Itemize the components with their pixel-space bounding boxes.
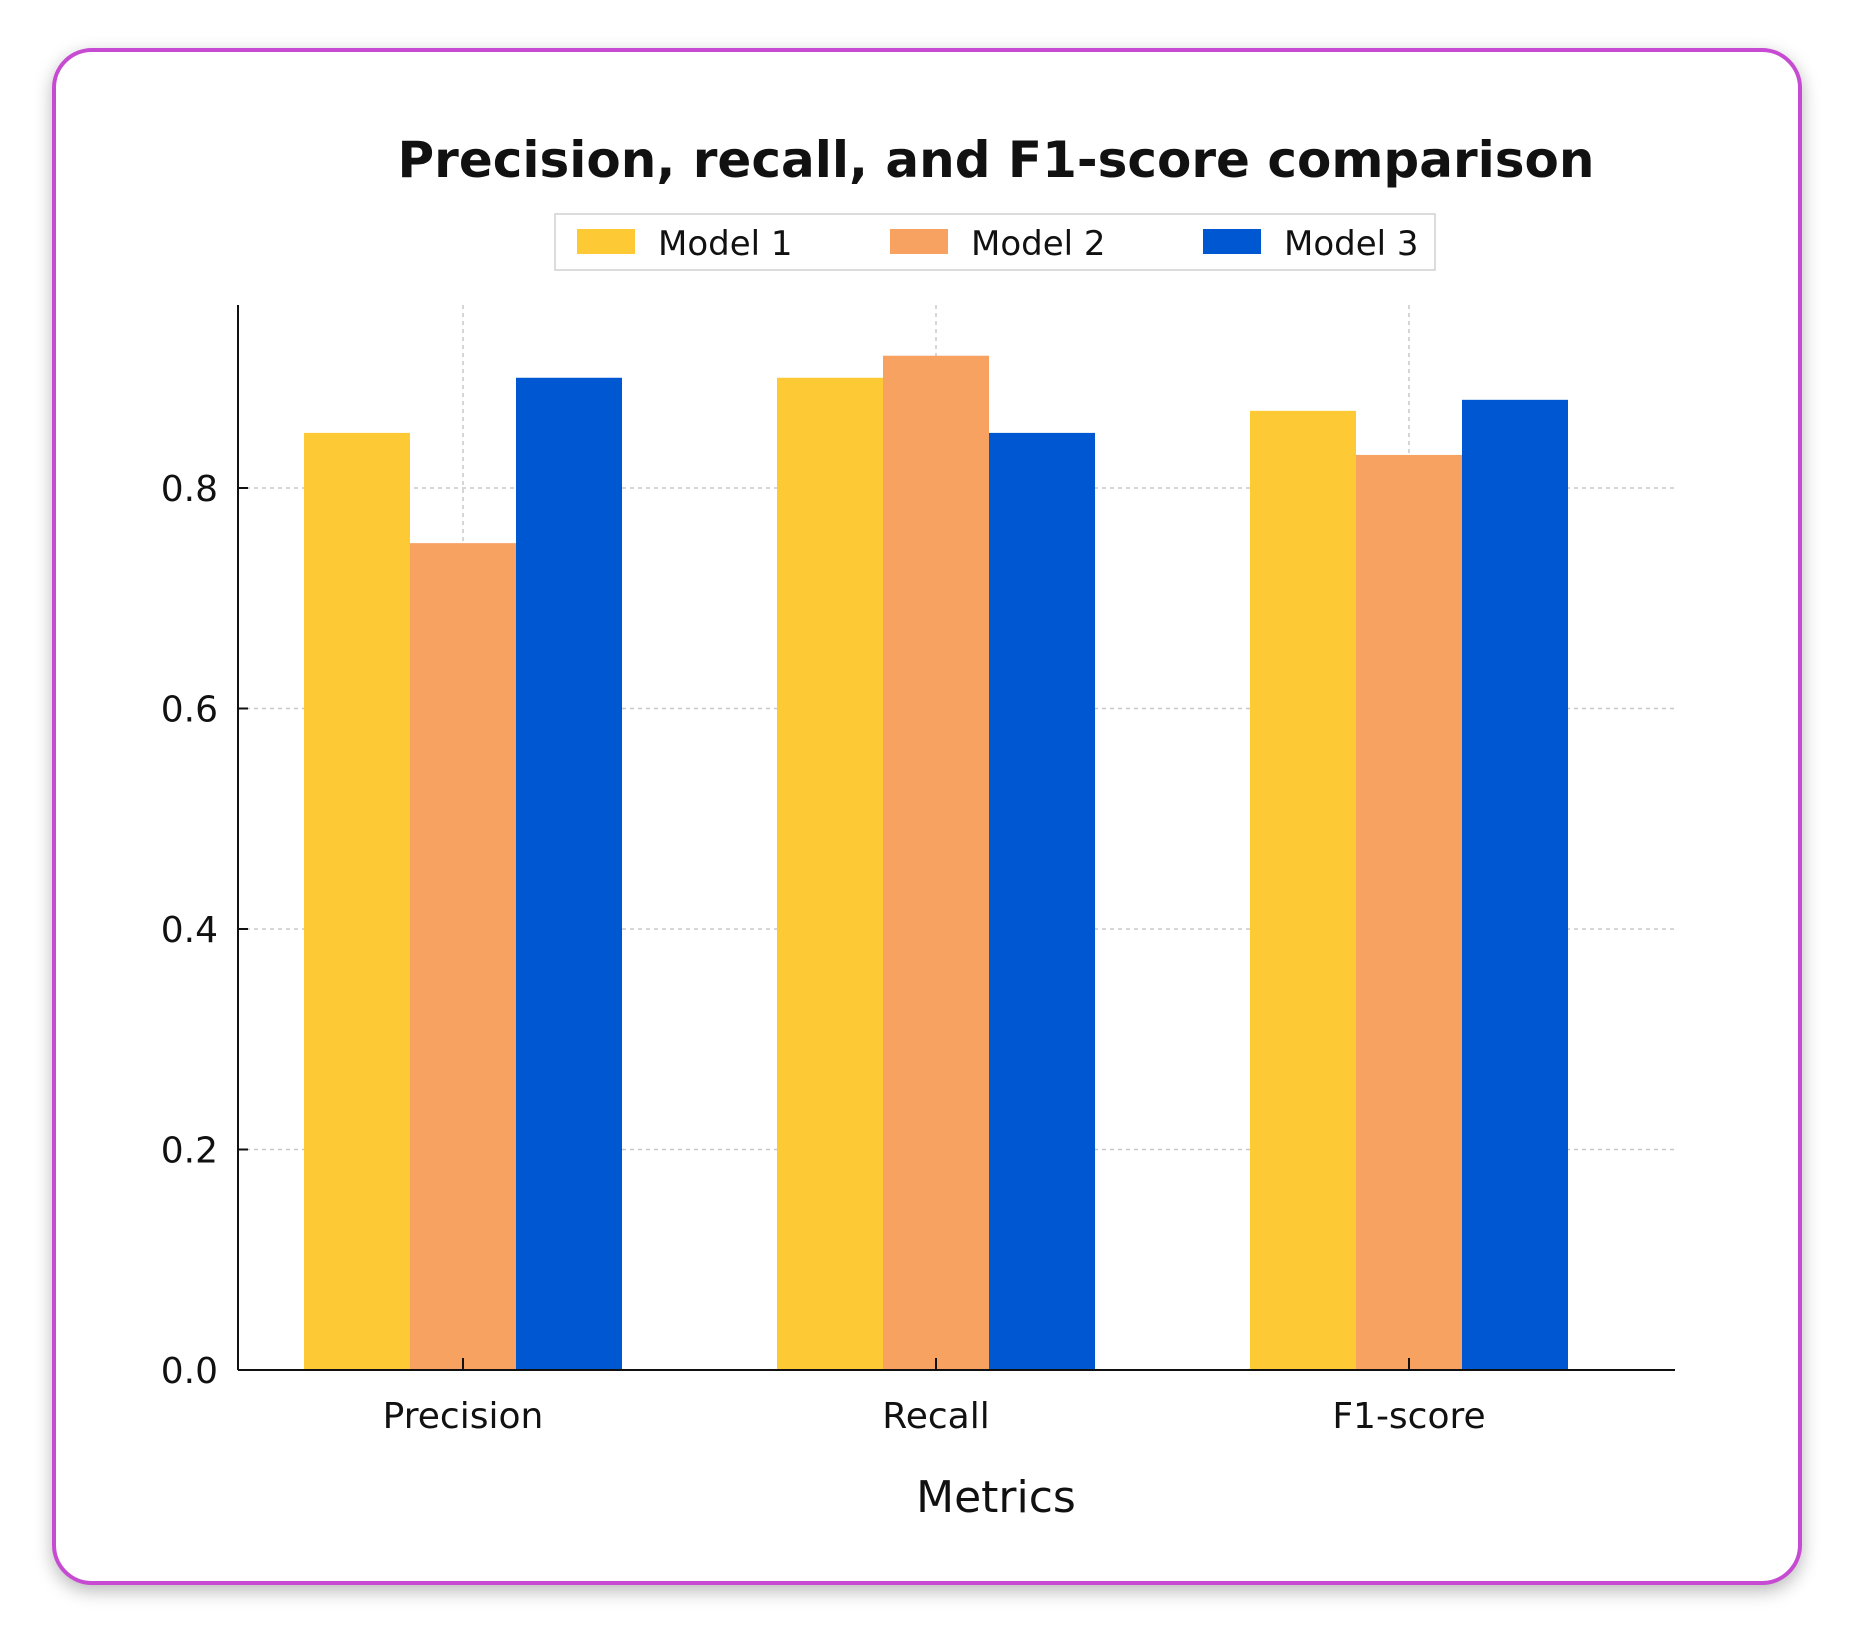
legend: Model 1 Model 2 Model 3 — [554, 213, 1436, 271]
y-tick-label: 0.4 — [161, 910, 218, 951]
bar-model-1-f1-score — [1250, 410, 1356, 1370]
x-tick-label: F1-score — [1332, 1396, 1485, 1437]
y-tick-label: 0.0 — [161, 1351, 218, 1392]
y-tick-label: 0.6 — [161, 690, 218, 731]
bars — [304, 355, 1568, 1371]
legend-box — [554, 213, 1436, 271]
bar-model-1-recall — [777, 377, 883, 1370]
legend-swatch-model-2 — [890, 229, 948, 254]
legend-swatch-model-1 — [577, 229, 635, 254]
bar-model-1-precision — [304, 432, 410, 1370]
chart-title: Precision, recall, and F1-score comparis… — [398, 131, 1595, 189]
bar-model-2-f1-score — [1356, 454, 1462, 1371]
legend-swatch-model-3 — [1203, 229, 1261, 254]
y-tick-label: 0.2 — [161, 1131, 218, 1172]
y-tick-label: 0.8 — [161, 469, 218, 510]
bar-model-2-recall — [883, 355, 989, 1370]
x-tick-labels: Precision Recall F1-score — [383, 1396, 1486, 1437]
bar-model-3-f1-score — [1462, 399, 1568, 1370]
legend-label: Model 2 — [971, 224, 1106, 264]
bar-model-2-precision — [410, 543, 516, 1370]
bar-model-3-recall — [989, 432, 1095, 1370]
legend-label: Model 1 — [658, 224, 793, 264]
x-tick-label: Recall — [882, 1396, 989, 1437]
y-tick-labels: 0.0 0.2 0.4 0.6 0.8 — [161, 469, 218, 1392]
x-axis-label: Metrics — [916, 1472, 1076, 1523]
x-tick-label: Precision — [383, 1396, 544, 1437]
legend-label: Model 3 — [1284, 224, 1419, 264]
axes — [237, 305, 1675, 1371]
bar-model-3-precision — [516, 377, 622, 1370]
